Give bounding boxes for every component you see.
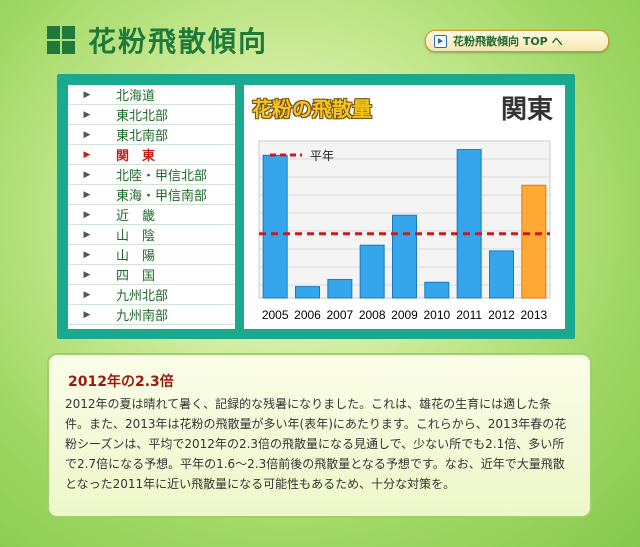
region-item[interactable]: ▶ 東海・甲信南部 xyxy=(68,185,235,205)
x-tick-label: 2009 xyxy=(391,308,418,322)
x-tick-label: 2012 xyxy=(488,308,515,322)
region-item[interactable]: ▶ 北海道 xyxy=(68,85,235,105)
page-title: 花粉飛散傾向 xyxy=(88,25,269,58)
region-label: 四 国 xyxy=(116,269,156,284)
region-item[interactable]: ▶ 北陸・甲信北部 xyxy=(68,165,235,185)
region-item[interactable]: ▶ 九州南部 xyxy=(68,305,235,325)
arrow-icon: ▶ xyxy=(83,89,91,100)
x-tick-label: 2007 xyxy=(326,308,353,322)
arrow-icon: ▶ xyxy=(83,189,91,200)
chart-bar xyxy=(327,278,353,299)
region-panel: ▶ 北海道 ▶ 東北北部 ▶ 東北南部 ▶ 関 東 ▶ 北陸・甲信北部 ▶ 東海・甲信南部 ▶ 近 畿 ▶ 山… xyxy=(57,74,575,339)
region-label: 東海・甲信南部 xyxy=(116,189,208,204)
article-box: 2012年の2.3倍 2012年の夏は晴れて暑く、記録的な残暑になりました。これ… xyxy=(47,353,592,518)
arrow-icon: ▶ xyxy=(83,289,91,300)
chart-bar xyxy=(359,244,385,299)
chart-bar xyxy=(521,184,547,299)
region-label: 東北南部 xyxy=(116,129,169,144)
region-label: 山 陽 xyxy=(116,249,156,264)
arrow-icon: ▶ xyxy=(83,229,91,240)
chart-bar xyxy=(295,286,320,299)
chart-bar xyxy=(489,250,514,299)
region-item[interactable]: ▶ 山 陽 xyxy=(68,245,235,265)
region-label: 東北北部 xyxy=(116,109,169,124)
chart-title: 花粉の飛散量 xyxy=(252,97,372,121)
region-item[interactable]: ▶ 四 国 xyxy=(68,265,235,285)
region-list: ▶ 北海道 ▶ 東北北部 ▶ 東北南部 ▶ 関 東 ▶ 北陸・甲信北部 ▶ 東海・甲信南部 ▶ 近 畿 ▶ 山… xyxy=(68,85,235,329)
chart-bar xyxy=(456,149,482,299)
region-item[interactable]: ▶ 東北南部 xyxy=(68,125,235,145)
region-item[interactable]: ▶ 関 東 xyxy=(68,145,235,165)
arrow-icon: ▶ xyxy=(83,169,91,180)
x-tick-label: 2006 xyxy=(294,308,321,322)
x-tick-label: 2005 xyxy=(262,308,289,322)
title-logo-icon xyxy=(47,26,75,54)
top-link-label: 花粉飛散傾向 TOP へ xyxy=(453,35,563,48)
region-label: 九州南部 xyxy=(116,309,169,324)
arrow-icon: ▶ xyxy=(83,249,91,260)
region-item[interactable]: ▶ 山 陰 xyxy=(68,225,235,245)
region-item[interactable]: ▶ 近 畿 xyxy=(68,205,235,225)
article-heading: 2012年の2.3倍 xyxy=(68,374,174,390)
pollen-chart: 2005 2006 2007 2008 2009 2010 2011 2012 2013 平年 xyxy=(258,140,551,322)
x-tick-label: 2010 xyxy=(423,308,450,322)
arrow-icon: ▶ xyxy=(83,309,91,320)
region-label: 北陸・甲信北部 xyxy=(116,169,208,184)
chart-bar xyxy=(392,214,417,299)
legend-label: 平年 xyxy=(310,149,334,163)
chart-region: 関東 xyxy=(500,95,553,125)
arrow-icon: ▶ xyxy=(83,129,91,140)
region-label: 関 東 xyxy=(116,149,156,164)
x-tick-label: 2013 xyxy=(520,308,547,322)
x-tick-label: 2011 xyxy=(456,308,482,322)
chart-bar xyxy=(424,281,450,299)
region-label: 九州北部 xyxy=(116,289,169,304)
arrow-icon: ▶ xyxy=(83,149,91,160)
arrow-icon: ▶ xyxy=(83,209,91,220)
x-tick-label: 2008 xyxy=(359,308,386,322)
region-label: 近 畿 xyxy=(116,209,156,224)
region-item[interactable]: ▶ 東北北部 xyxy=(68,105,235,125)
chart-bar xyxy=(262,154,288,299)
arrow-icon: ▶ xyxy=(83,109,91,120)
arrow-icon: ▶ xyxy=(83,269,91,280)
region-label: 北海道 xyxy=(116,89,156,104)
chart-box: 2005 2006 2007 2008 2009 2010 2011 2012 2013 平年 花… xyxy=(244,85,565,329)
top-link-button[interactable]: 花粉飛散傾向 TOP へ xyxy=(425,30,609,52)
article-body: 2012年の夏は晴れて暑く、記録的な残暑になりました。これは、雄花の生育には適し… xyxy=(65,397,567,491)
region-item[interactable]: ▶ 九州北部 xyxy=(68,285,235,305)
region-label: 山 陰 xyxy=(116,229,156,244)
play-icon xyxy=(434,34,447,48)
